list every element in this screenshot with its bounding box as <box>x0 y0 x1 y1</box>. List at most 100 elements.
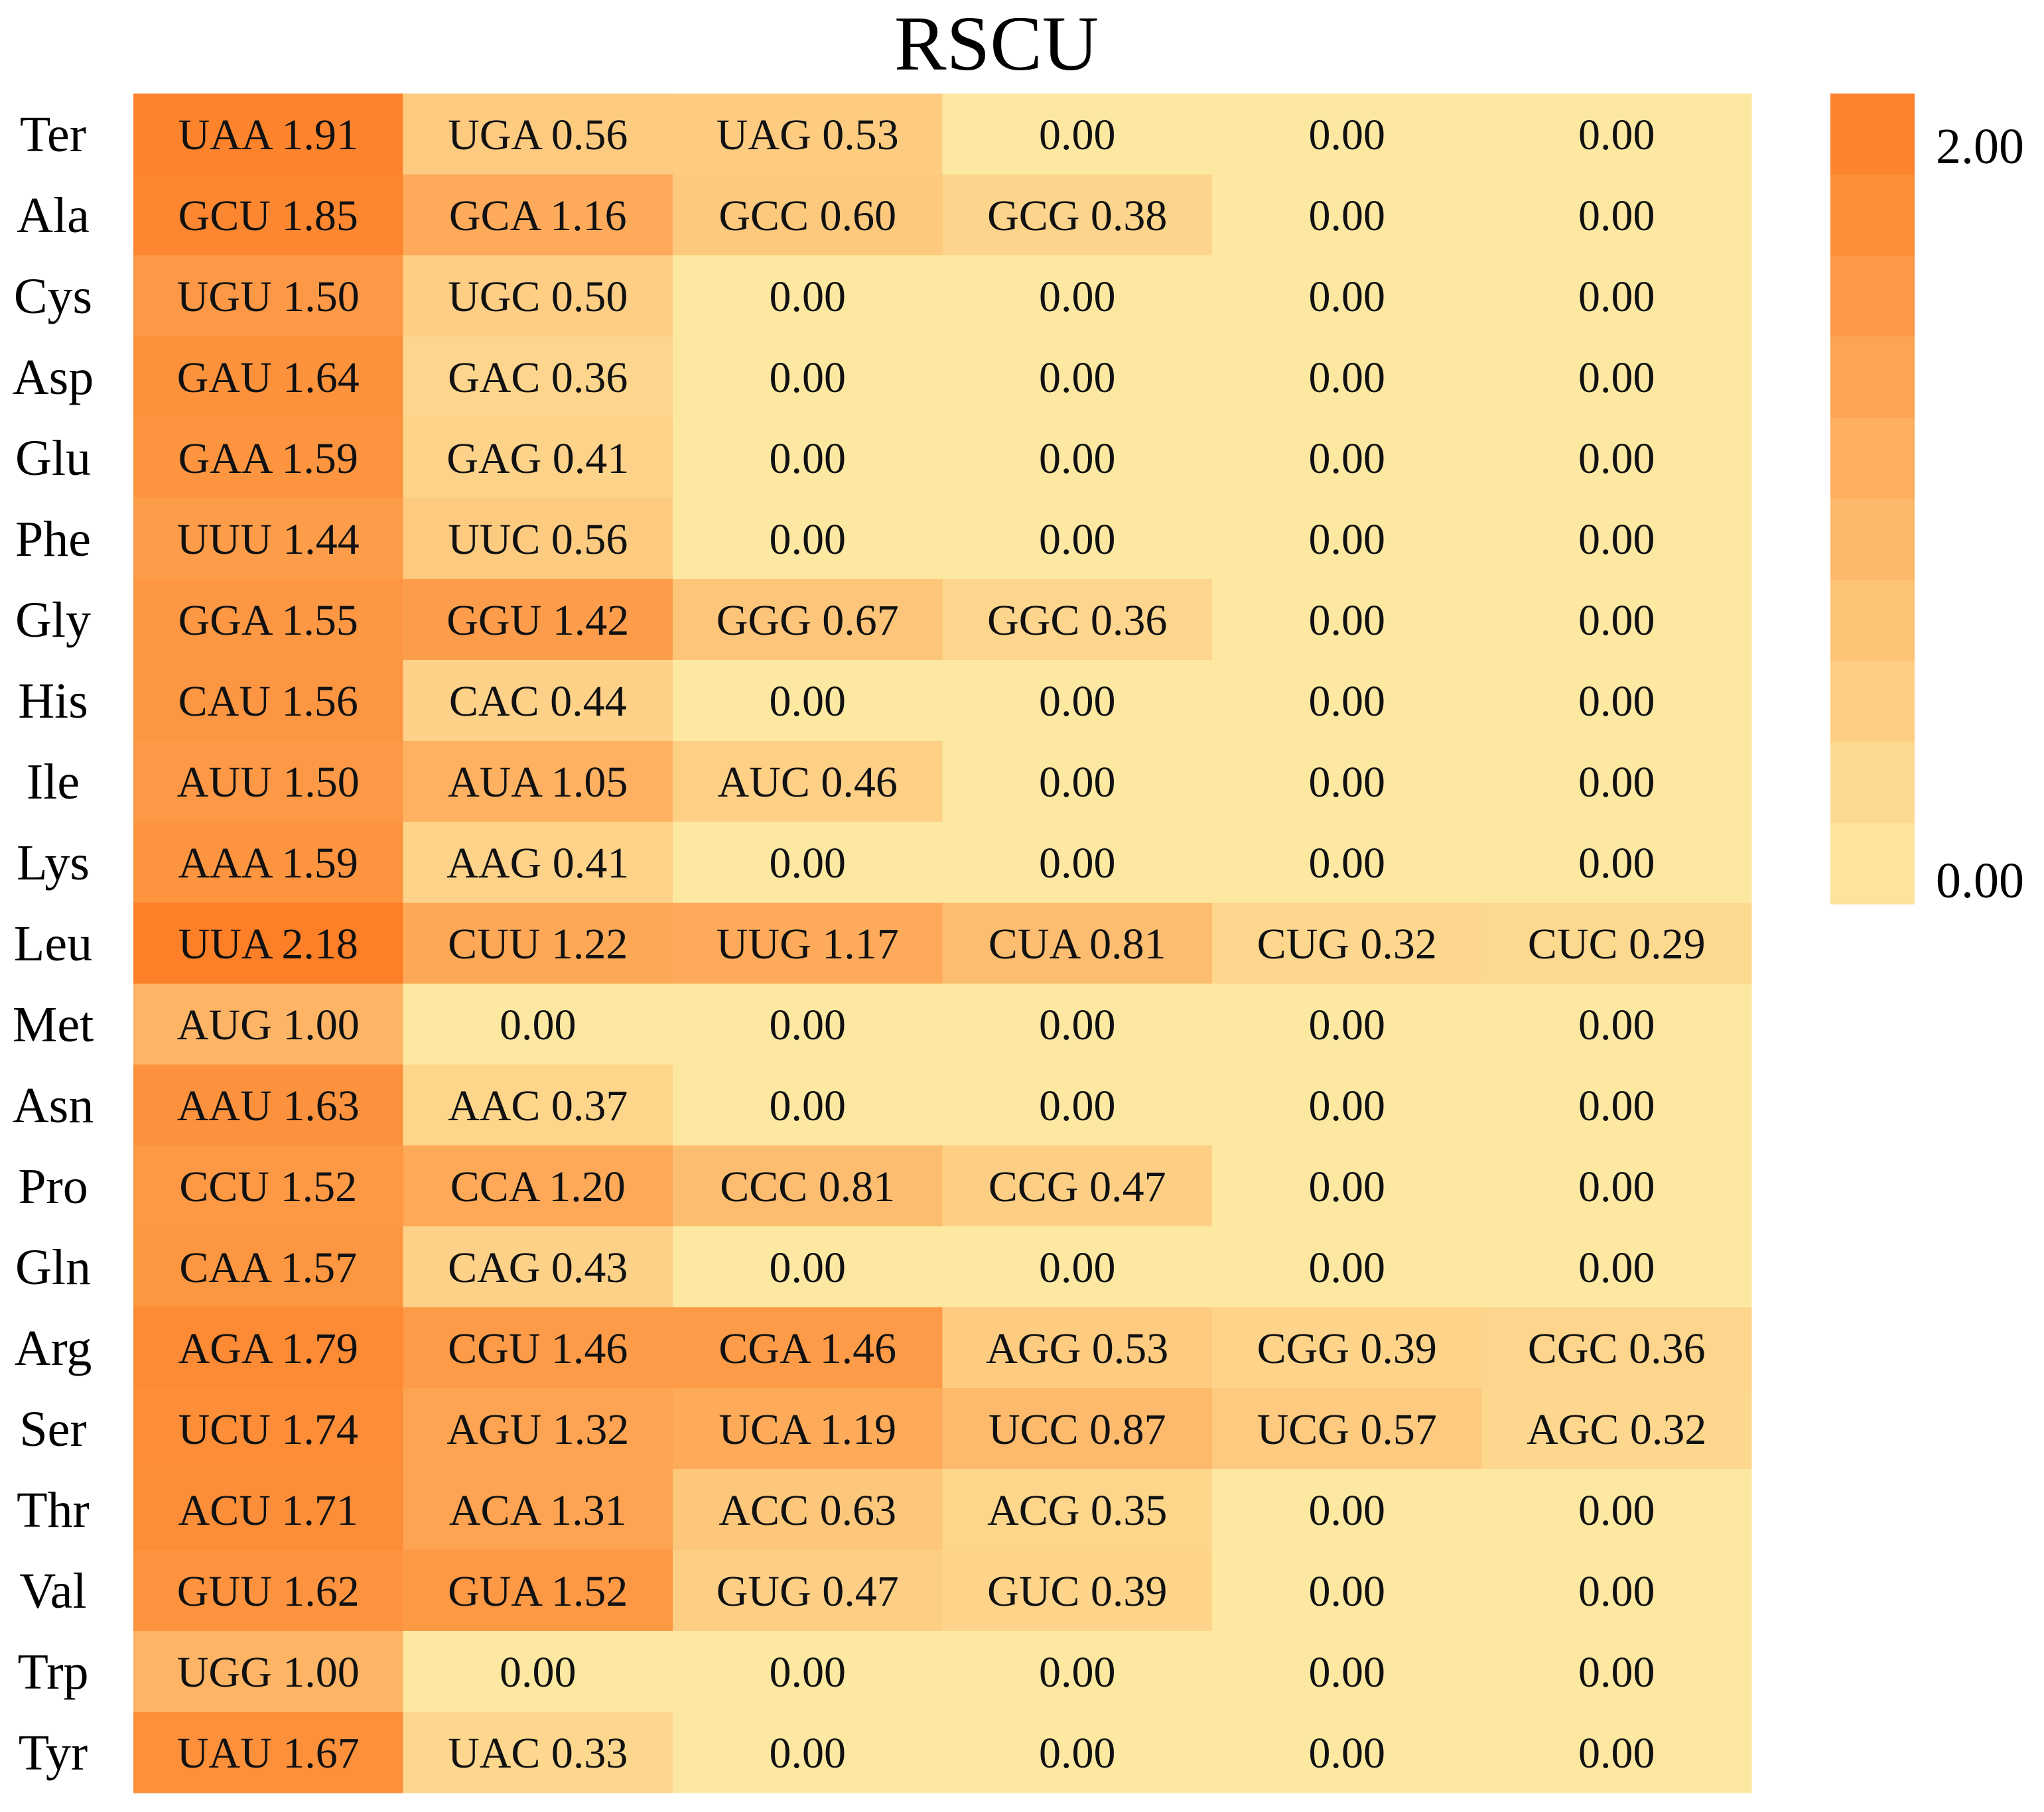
heatmap-cell <box>133 1550 404 1632</box>
heatmap-cell <box>1212 1631 1483 1713</box>
cell-label: 0.00 <box>1039 758 1116 807</box>
row-label-asp: Asp <box>13 350 94 405</box>
heatmap-cell <box>1481 498 1752 580</box>
heatmap-cell <box>1212 984 1483 1065</box>
cell-label: 0.00 <box>1309 839 1386 887</box>
cell-label: CUA 0.81 <box>988 920 1166 968</box>
cell-label: AUU 1.50 <box>177 758 360 807</box>
cell-label: 0.00 <box>1578 111 1655 159</box>
heatmap-cell <box>403 1712 673 1793</box>
heatmap-cell <box>133 417 404 499</box>
cell-label: AGA 1.79 <box>178 1325 358 1373</box>
heatmap-cell <box>942 1469 1213 1551</box>
cell-label: 0.00 <box>1578 1486 1655 1535</box>
cell-label: 0.00 <box>1578 758 1655 807</box>
row-label-leu: Leu <box>14 916 92 972</box>
heatmap-cell <box>133 903 404 984</box>
heatmap-cell <box>1481 579 1752 661</box>
cell-label: 0.00 <box>1578 515 1655 564</box>
heatmap-cell <box>1481 94 1752 175</box>
cell-label: GCG 0.38 <box>987 192 1167 240</box>
heatmap-cell <box>133 174 404 256</box>
cell-label: 0.00 <box>1309 1001 1386 1049</box>
row-label-phe: Phe <box>15 511 91 567</box>
cell-label: UUA 2.18 <box>178 920 358 968</box>
cell-label: 0.00 <box>1309 758 1386 807</box>
cell-label: AUC 0.46 <box>718 758 898 807</box>
heatmap-cell <box>1481 1388 1752 1470</box>
heatmap-cell <box>942 174 1213 256</box>
cell-label: 0.00 <box>1039 354 1116 402</box>
heatmap-cell <box>1481 660 1752 742</box>
heatmap-cell <box>1212 660 1483 742</box>
heatmap-cell <box>133 255 404 337</box>
heatmap-cell <box>403 174 673 256</box>
cell-label: 0.00 <box>1039 677 1116 726</box>
heatmap-cell <box>403 1469 673 1551</box>
heatmap-cell <box>1212 1226 1483 1308</box>
cell-label: 0.00 <box>1309 434 1386 483</box>
heatmap-cell <box>942 1065 1213 1146</box>
cell-label: GGU 1.42 <box>446 596 629 645</box>
row-label-ter: Ter <box>20 107 86 162</box>
heatmap-cell <box>403 498 673 580</box>
heatmap-cell <box>1481 255 1752 337</box>
heatmap-cell <box>133 1631 404 1713</box>
cell-label: 0.00 <box>1039 1001 1116 1049</box>
heatmap-cell <box>942 1145 1213 1227</box>
cell-label: 0.00 <box>1309 273 1386 321</box>
heatmap-cell <box>403 1388 673 1470</box>
heatmap-cell <box>673 822 943 903</box>
cell-label: 0.00 <box>1578 192 1655 240</box>
heatmap-cell <box>942 822 1213 903</box>
heatmap-cell <box>1212 498 1483 580</box>
cell-label: 0.00 <box>1578 1567 1655 1616</box>
cell-label: UCG 0.57 <box>1257 1405 1437 1454</box>
cell-label: CCA 1.20 <box>450 1163 626 1211</box>
row-label-lys: Lys <box>17 835 90 891</box>
legend-swatch <box>1830 417 1915 499</box>
heatmap-cell <box>673 417 943 499</box>
heatmap-cell <box>133 822 404 903</box>
cell-label: UAC 0.33 <box>448 1729 628 1778</box>
cell-label: AAG 0.41 <box>446 839 629 887</box>
heatmap-cell <box>133 660 404 742</box>
heatmap-cell <box>403 1307 673 1389</box>
cell-label: 0.00 <box>1309 1244 1386 1292</box>
heatmap-cell <box>403 336 673 418</box>
heatmap-cell <box>1481 174 1752 256</box>
cell-label: CAA 1.57 <box>179 1244 357 1292</box>
cell-label: GCA 1.16 <box>449 192 627 240</box>
cell-label: 0.00 <box>1309 1648 1386 1697</box>
cell-label: UCU 1.74 <box>178 1405 358 1454</box>
heatmap-cell <box>673 1145 943 1227</box>
row-label-pro: Pro <box>18 1159 88 1214</box>
heatmap-cell <box>673 1388 943 1470</box>
cell-label: 0.00 <box>1578 354 1655 402</box>
cell-label: CGG 0.39 <box>1257 1325 1437 1373</box>
heatmap-cell <box>133 1065 404 1146</box>
cell-label: 0.00 <box>1309 677 1386 726</box>
heatmap-cell <box>1481 1712 1752 1793</box>
row-label-ala: Ala <box>17 188 90 243</box>
cell-label: CCG 0.47 <box>988 1163 1166 1211</box>
heatmap-cell <box>673 1550 943 1632</box>
cell-label: 0.00 <box>770 515 847 564</box>
cell-label: ACU 1.71 <box>178 1486 358 1535</box>
row-label-trp: Trp <box>17 1644 88 1700</box>
heatmap-cell <box>1212 94 1483 175</box>
heatmap-cell <box>1481 984 1752 1065</box>
heatmap-cell <box>403 1631 673 1713</box>
cell-label: GGA 1.55 <box>178 596 358 645</box>
heatmap-cell <box>673 336 943 418</box>
cell-label: UAA 1.91 <box>178 111 358 159</box>
cell-label: 0.00 <box>1578 1163 1655 1211</box>
row-label-ser: Ser <box>19 1401 86 1457</box>
heatmap-cell <box>133 1226 404 1308</box>
cell-label: GUU 1.62 <box>177 1567 360 1616</box>
cell-label: GUA 1.52 <box>448 1567 628 1616</box>
cell-label: UCA 1.19 <box>718 1405 896 1454</box>
heatmap-cell <box>673 903 943 984</box>
heatmap-cell <box>133 1307 404 1389</box>
cell-label: 0.00 <box>1039 273 1116 321</box>
